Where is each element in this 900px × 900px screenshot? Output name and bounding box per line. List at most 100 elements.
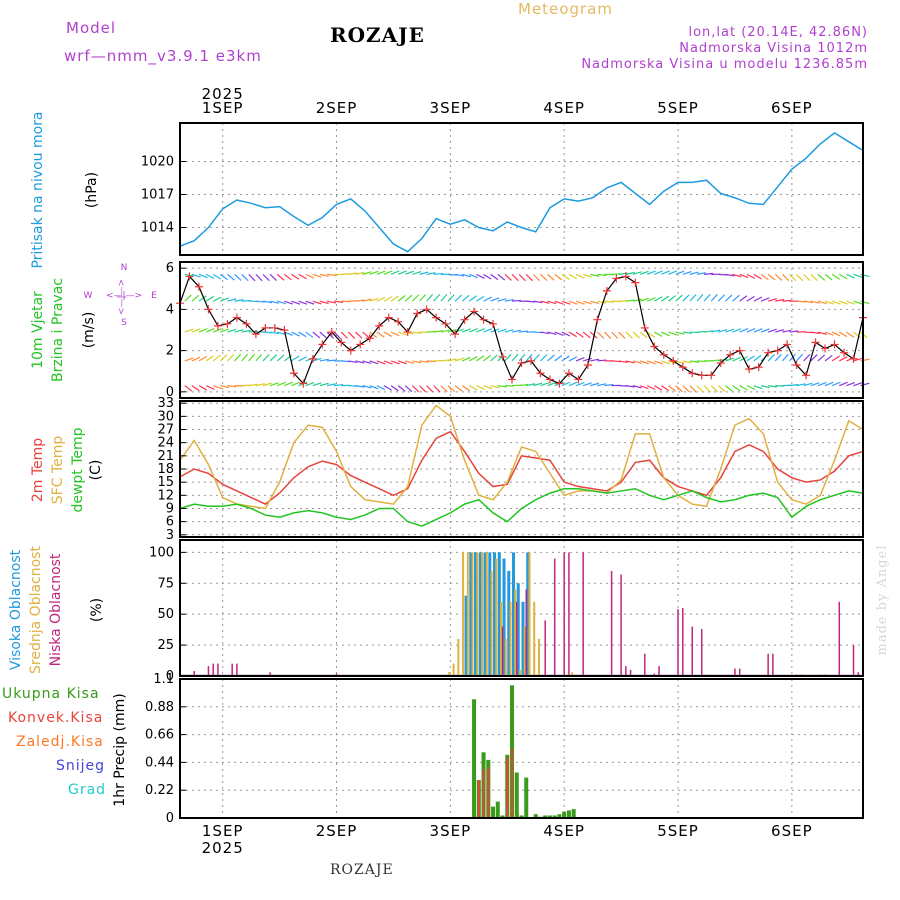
total-precip-bar [524, 777, 529, 818]
ytick-label: 33 [157, 396, 174, 411]
precip-legend-item: Ukupna Kisa [2, 686, 100, 702]
wind-arrow [440, 329, 450, 333]
wind-arrow [732, 385, 741, 392]
wind-arrow [860, 273, 870, 278]
wind-arrow [760, 273, 769, 281]
low-cloud-bar [653, 673, 656, 676]
wind-speed-marker [545, 375, 554, 384]
wind-arrow [810, 354, 818, 362]
wind-arrow [590, 273, 600, 277]
wind-speed-marker [242, 319, 251, 328]
pressure-line [179, 131, 864, 253]
high-cloud-bar [493, 552, 497, 676]
wind-arrow [234, 353, 242, 362]
wind-speed-marker [669, 356, 678, 365]
day-label-bottom: 4SEP [543, 822, 585, 840]
low-cloud-bar [772, 653, 774, 676]
station-title: ROZAJE [330, 23, 425, 47]
mid-cloud-bar [495, 558, 498, 676]
ytick-label: 0.88 [145, 700, 174, 715]
wind-arrow [227, 273, 235, 281]
wind-arrow [568, 356, 578, 362]
high-cloud-bar [478, 552, 482, 676]
low-cloud-bar [193, 671, 195, 676]
wind-arrow [789, 273, 797, 282]
wind-arrow [810, 331, 820, 335]
total-precip-bar [519, 815, 524, 818]
wind-speed-marker [593, 315, 602, 324]
wind-arrow [305, 381, 315, 387]
wind-arrow [383, 331, 393, 337]
wind-arrow [447, 294, 455, 302]
low-cloud-bar [212, 663, 214, 676]
wind-arrow [540, 354, 548, 362]
wind-arrow [611, 331, 619, 339]
wind-arrow [824, 300, 834, 305]
wind-arrow [732, 273, 742, 278]
wind-arrow [447, 385, 456, 393]
wind-arrow [369, 360, 379, 365]
mid-cloud-bar [476, 552, 479, 676]
wind-arrow [227, 354, 235, 362]
wind-arrow [590, 382, 600, 387]
ytick-label: 4 [166, 302, 174, 317]
low-cloud-bar [501, 626, 504, 676]
wind-arrow [547, 300, 557, 305]
wind-arrow [582, 382, 592, 387]
wind-arrow [205, 355, 214, 362]
wind-arrow [248, 353, 256, 362]
wind-arrow [433, 272, 443, 275]
ytick-label: 21 [157, 449, 174, 464]
wind-arrow [526, 383, 536, 387]
wind-arrow [860, 300, 870, 305]
wind-arrow [746, 328, 756, 333]
wind-arrow [283, 273, 292, 281]
wind-arrow [532, 353, 540, 362]
wind-arrow [355, 331, 363, 339]
wind-arrow [682, 360, 692, 364]
wind-arrow [298, 273, 307, 280]
wind-arrow [831, 331, 841, 337]
data-layer [176, 131, 870, 819]
wind-arrow [689, 385, 697, 393]
wind-speed-marker [365, 334, 374, 343]
wind-arrow [383, 385, 392, 391]
high-cloud-bar [469, 552, 473, 676]
wind-arrow [191, 328, 201, 333]
low-cloud-bar [269, 672, 271, 676]
wind-arrow [519, 330, 529, 333]
wind-arrow [284, 300, 294, 305]
wind-arrow [454, 357, 464, 362]
total-precip-bar [500, 815, 505, 818]
wind-arrow [675, 294, 683, 302]
wind-arrow [405, 270, 414, 275]
wind-arrow [212, 328, 222, 333]
wind-speed-marker [384, 313, 393, 322]
wind-speed-marker [289, 369, 298, 378]
compass-arrow-h: <—|—> [106, 291, 142, 301]
wind-speed-marker [840, 348, 849, 357]
wind-arrow [454, 385, 463, 392]
wind-speed-marker [536, 369, 545, 378]
wind-speed-marker [659, 350, 668, 359]
wind-arrow [846, 273, 855, 279]
wind-arrow [219, 273, 228, 281]
low-cloud-bar [658, 666, 660, 676]
wind-arrow [504, 353, 512, 362]
wind-arrow [362, 271, 372, 275]
total-precip-bar [552, 815, 557, 818]
wind-arrow [561, 331, 571, 337]
wind-arrow [618, 331, 626, 339]
day-label-bottom: 5SEP [657, 822, 699, 840]
wind-arrow [404, 294, 413, 302]
wind-arrow [348, 272, 358, 275]
wind-speed-marker [745, 365, 754, 374]
temp-2m-line [179, 430, 864, 505]
panel-frame-1 [179, 261, 864, 399]
ytick-label: 2 [166, 344, 174, 359]
model-name: wrf—nmm_v3.9.1 e3km [64, 47, 262, 65]
wind-arrow [838, 331, 848, 338]
low-cloud-bar [734, 668, 736, 676]
wind-arrow [334, 300, 344, 303]
wind-arrow [732, 328, 742, 333]
